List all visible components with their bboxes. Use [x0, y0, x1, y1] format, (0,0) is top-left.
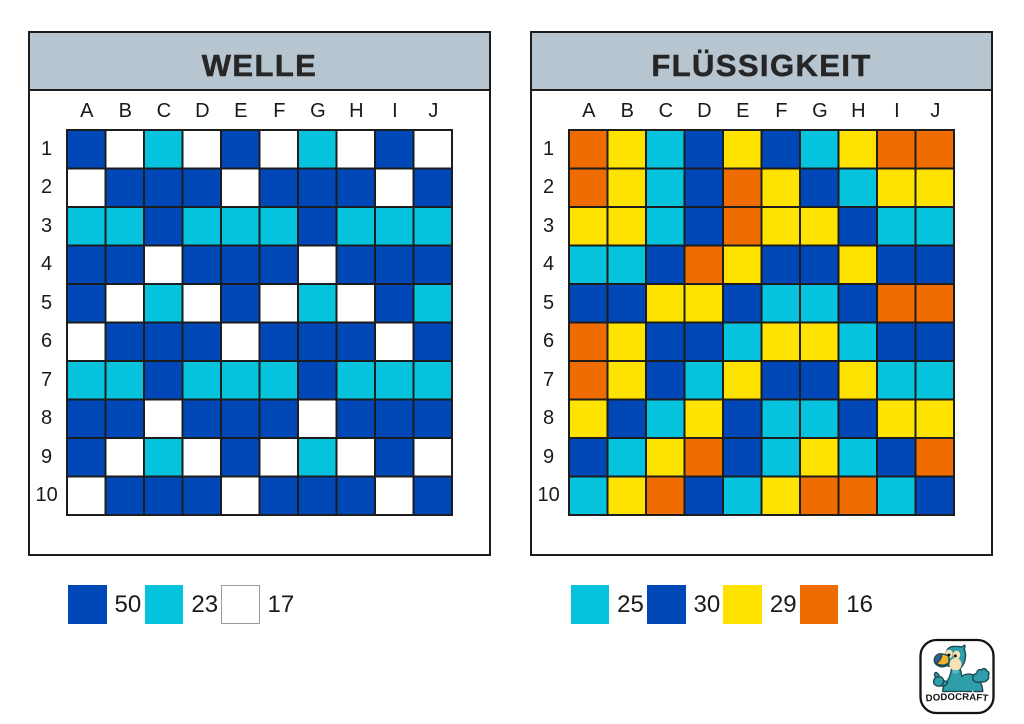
svg-text:DODOCRAFT: DODOCRAFT	[925, 692, 988, 704]
svg-text:DODOCRAFT: DODOCRAFT	[925, 692, 988, 704]
